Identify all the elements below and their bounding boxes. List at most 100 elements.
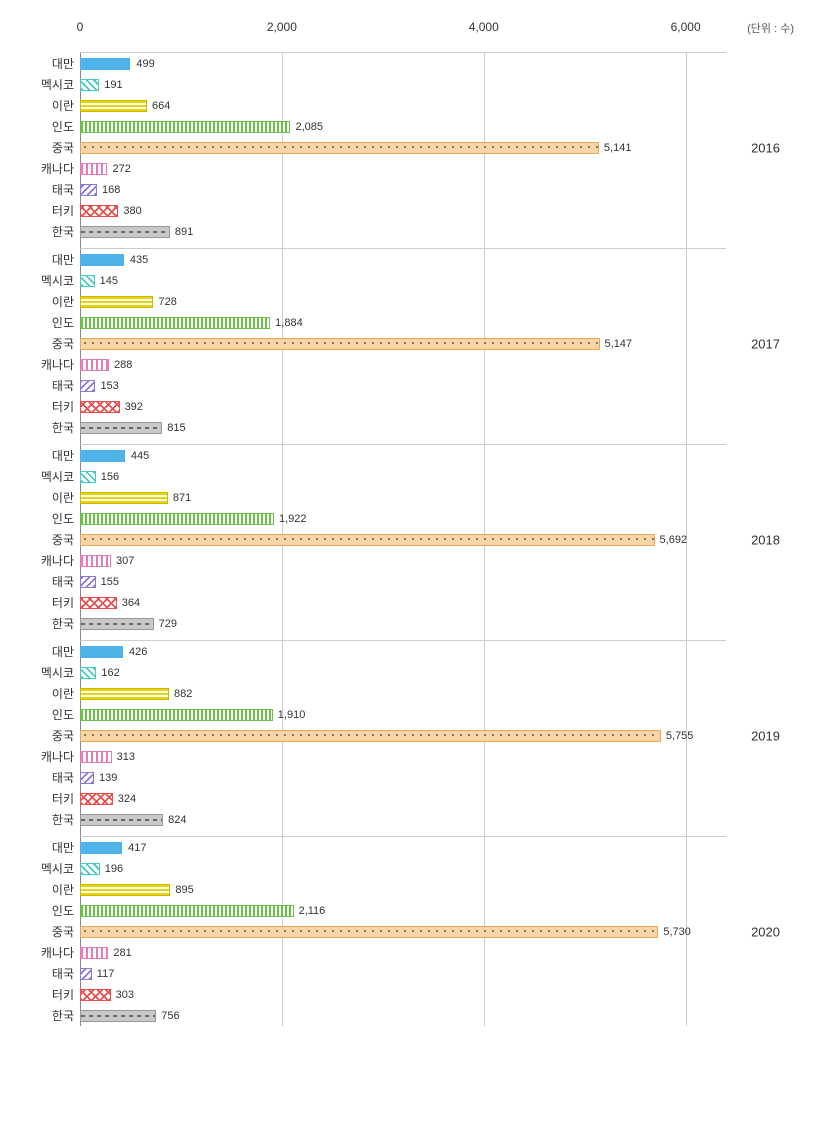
value-label: 117: [97, 968, 115, 980]
value-label: 728: [158, 296, 176, 308]
bar: 1,922: [80, 513, 274, 525]
bar-row: 중국5,147: [80, 333, 726, 354]
value-label: 891: [175, 226, 193, 238]
bar: 729: [80, 618, 154, 630]
value-label: 364: [122, 597, 140, 609]
category-label: 한국: [20, 1007, 74, 1024]
value-label: 196: [105, 863, 123, 875]
bar-row: 캐나다313: [80, 746, 726, 767]
bar: 1,910: [80, 709, 273, 721]
value-label: 499: [136, 58, 154, 70]
bar-row: 터키324: [80, 788, 726, 809]
bar: 324: [80, 793, 113, 805]
bar-row: 한국815: [80, 417, 726, 438]
bar-row: 터키303: [80, 984, 726, 1005]
bar-row: 터키380: [80, 200, 726, 221]
bar: 1,884: [80, 317, 270, 329]
bar-row: 한국824: [80, 809, 726, 830]
category-label: 인도: [20, 706, 74, 723]
value-label: 435: [130, 254, 148, 266]
category-label: 멕시코: [20, 860, 74, 877]
year-label: 2016: [751, 140, 780, 155]
value-label: 281: [113, 947, 131, 959]
bar-row: 태국153: [80, 375, 726, 396]
bar: 435: [80, 254, 124, 266]
category-label: 멕시코: [20, 76, 74, 93]
bar-row: 태국168: [80, 179, 726, 200]
bar-row: 인도2,085: [80, 116, 726, 137]
axis-tick: 4,000: [469, 20, 499, 34]
category-label: 중국: [20, 531, 74, 548]
value-label: 145: [100, 275, 118, 287]
category-label: 대만: [20, 251, 74, 268]
category-label: 이란: [20, 293, 74, 310]
axis-tick: 6,000: [671, 20, 701, 34]
bar-row: 인도1,884: [80, 312, 726, 333]
bar-row: 인도2,116: [80, 900, 726, 921]
year-label: 2017: [751, 336, 780, 351]
bar-row: 대만417: [80, 837, 726, 858]
bar: 5,141: [80, 142, 599, 154]
year-label: 2019: [751, 728, 780, 743]
bar-row: 멕시코156: [80, 466, 726, 487]
category-label: 대만: [20, 55, 74, 72]
bar: 664: [80, 100, 147, 112]
bar: 5,692: [80, 534, 655, 546]
value-label: 882: [174, 688, 192, 700]
value-label: 5,692: [660, 534, 688, 546]
value-label: 162: [101, 667, 119, 679]
category-label: 인도: [20, 510, 74, 527]
value-label: 307: [116, 555, 134, 567]
year-group: 2019대만426멕시코162이란882인도1,910중국5,755캐나다313…: [80, 640, 726, 830]
category-label: 터키: [20, 790, 74, 807]
bar: 499: [80, 58, 130, 70]
value-label: 155: [101, 576, 119, 588]
value-label: 1,910: [278, 709, 306, 721]
value-label: 153: [100, 380, 118, 392]
bar: 392: [80, 401, 120, 413]
value-label: 756: [161, 1010, 179, 1022]
bar-row: 대만426: [80, 641, 726, 662]
category-label: 태국: [20, 769, 74, 786]
bar-row: 중국5,692: [80, 529, 726, 550]
value-label: 272: [112, 163, 130, 175]
value-label: 5,141: [604, 142, 632, 154]
category-label: 대만: [20, 447, 74, 464]
value-label: 664: [152, 100, 170, 112]
bar-row: 한국756: [80, 1005, 726, 1026]
category-label: 멕시코: [20, 664, 74, 681]
category-label: 태국: [20, 377, 74, 394]
bar: 313: [80, 751, 112, 763]
year-group: 2017대만435멕시코145이란728인도1,884중국5,147캐나다288…: [80, 248, 726, 438]
category-label: 태국: [20, 181, 74, 198]
bar-row: 인도1,910: [80, 704, 726, 725]
grouped-bar-chart: (단위 : 수) 02,0004,0006,000 2016대만499멕시코19…: [20, 20, 794, 1026]
bar-row: 멕시코191: [80, 74, 726, 95]
category-label: 한국: [20, 419, 74, 436]
value-label: 445: [131, 450, 149, 462]
value-label: 729: [159, 618, 177, 630]
bar-row: 이란895: [80, 879, 726, 900]
bar-row: 인도1,922: [80, 508, 726, 529]
bar: 307: [80, 555, 111, 567]
bar-row: 이란871: [80, 487, 726, 508]
bar-row: 중국5,730: [80, 921, 726, 942]
category-label: 캐나다: [20, 356, 74, 373]
value-label: 191: [104, 79, 122, 91]
bar-row: 이란882: [80, 683, 726, 704]
category-label: 중국: [20, 923, 74, 940]
bar-row: 대만499: [80, 53, 726, 74]
bar: 756: [80, 1010, 156, 1022]
bar-row: 터키392: [80, 396, 726, 417]
bar-row: 대만445: [80, 445, 726, 466]
bar: 895: [80, 884, 170, 896]
bar: 162: [80, 667, 96, 679]
year-group: 2020대만417멕시코196이란895인도2,116중국5,730캐나다281…: [80, 836, 726, 1026]
bar: 196: [80, 863, 100, 875]
category-label: 태국: [20, 573, 74, 590]
category-label: 대만: [20, 839, 74, 856]
bar-row: 한국729: [80, 613, 726, 634]
category-label: 인도: [20, 902, 74, 919]
value-label: 5,755: [666, 730, 694, 742]
bar: 168: [80, 184, 97, 196]
